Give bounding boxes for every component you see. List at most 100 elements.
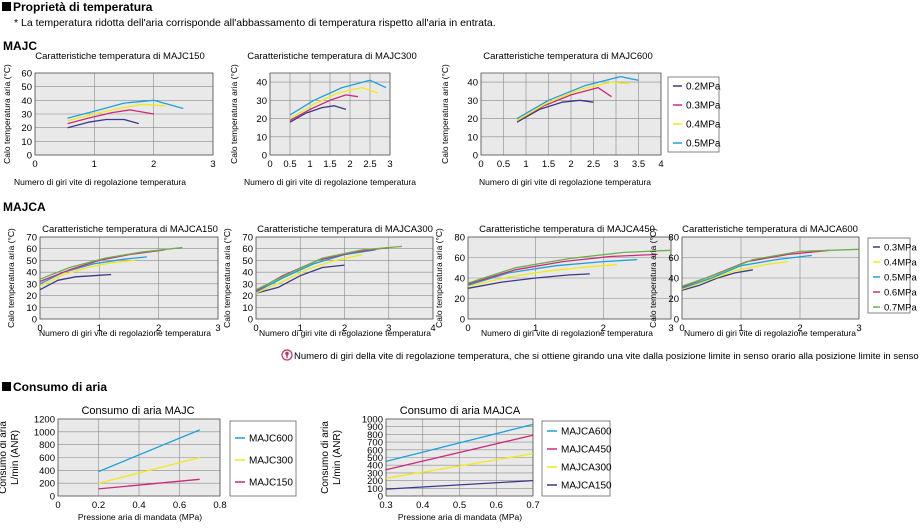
x-tick-label: 0.5 <box>497 159 510 170</box>
chart-majc600: 0 10 20 30 40 0 0.5 1 1.5 2 2.5 3 3.5 4 Caratteristich… <box>440 51 664 187</box>
series-line-0.3mpa <box>681 269 753 291</box>
y-tick-label: 0 <box>460 315 465 326</box>
series-line-0.5mpa <box>289 79 387 116</box>
section2-title: Consumo di aria <box>13 380 107 394</box>
series-line-0.3mpa <box>67 109 154 125</box>
y-tick-label: 10 <box>21 137 32 148</box>
series-line-0.6mpa <box>39 249 165 283</box>
chart-title: Caratteristiche temperatura di MAJCA150 <box>42 224 218 235</box>
y-tick-label: 30 <box>242 279 253 290</box>
y-axis-label: Calo temperatura aria (°C) <box>229 64 239 164</box>
y-axis-label: Consumo di aria <box>0 421 9 494</box>
section-bullet <box>2 382 11 391</box>
legend-entry: 0.2MPa <box>686 82 721 93</box>
x-tick-label: 0.2 <box>92 500 105 511</box>
y-tick-label: 40 <box>21 96 32 107</box>
group-label-majc: MAJC <box>3 39 37 53</box>
series-line-0.4mpa <box>289 86 379 120</box>
y-tick-label: 40 <box>26 268 37 279</box>
x-axis-label: Pressione aria di mandata (MPa) <box>398 512 522 522</box>
legend-entry: 0.3MPa <box>884 243 917 254</box>
y-tick-label: 10 <box>242 303 253 314</box>
series-line-0.3mpa <box>289 94 359 121</box>
legend-entry: MAJC150 <box>249 478 293 489</box>
series-line-majca300 <box>385 452 534 479</box>
x-axis-label: Numero di giri vite di regolazione tempe… <box>479 177 651 187</box>
x-tick-label: 2 <box>156 323 161 334</box>
y-tick-label: 50 <box>26 256 37 267</box>
y-tick-label: 400 <box>39 466 55 477</box>
x-tick-label: 0.8 <box>213 500 226 511</box>
section-bullet <box>2 2 11 11</box>
x-tick-label: 0 <box>465 323 470 334</box>
x-tick-label: 2 <box>797 323 802 334</box>
x-tick-label: 4 <box>430 323 435 334</box>
series-line-0.7mpa <box>39 246 183 280</box>
y-tick-label: 800 <box>367 430 383 441</box>
x-tick-label: 4 <box>658 159 663 170</box>
x-axis-label: Numero di giri vite di regolazione tempe… <box>481 328 653 338</box>
y-tick-label: 1000 <box>34 427 55 438</box>
x-tick-label: 1 <box>97 323 102 334</box>
series-line-0.7mpa <box>255 245 403 291</box>
y-tick-label: 20 <box>26 291 37 302</box>
legend-entry: 0.5MPa <box>686 139 721 150</box>
chart-title: Consumo di aria MAJC <box>81 405 194 417</box>
y-tick-label: 100 <box>367 484 383 495</box>
x-tick-label: 3 <box>215 323 220 334</box>
y-tick-label: 10 <box>467 132 478 143</box>
legend-majca: 0.3MPa 0.4MPa 0.5MPa 0.6MPa 0.7MPa <box>867 237 917 314</box>
series-line-0.5mpa <box>39 256 147 285</box>
x-tick-label: 1 <box>307 159 312 170</box>
x-tick-label: 0.7 <box>526 500 539 511</box>
y-axis-label: Calo temperatura aria (°C) <box>648 228 658 328</box>
info-circle-icon <box>281 349 293 361</box>
x-tick-label: 3 <box>613 159 618 170</box>
y-tick-label: 900 <box>367 422 383 433</box>
section1-note: * La temperatura ridotta dell'aria corri… <box>14 17 496 29</box>
series-line-0.5mpa <box>681 254 812 289</box>
x-tick-label: 0.6 <box>173 500 186 511</box>
x-tick-label: 3 <box>856 323 861 334</box>
y-tick-label: 0 <box>674 315 679 326</box>
y-tick-label: 0 <box>27 151 32 162</box>
series-line-0.5mpa <box>467 258 638 286</box>
series-line-0.6mpa <box>467 253 658 285</box>
y-tick-label: 1000 <box>362 415 383 426</box>
x-tick-label: 1 <box>533 323 538 334</box>
footnote-text: Numero di giri della vite di regolazione… <box>294 351 921 362</box>
y-tick-label: 0 <box>378 492 383 503</box>
x-tick-label: 3.5 <box>632 159 645 170</box>
y-tick-label: 0 <box>473 151 478 162</box>
chart-title: Caratteristiche temperatura di MAJC300 <box>247 51 417 62</box>
x-tick-label: 3 <box>210 159 215 170</box>
series-line-0.4mpa <box>467 264 617 287</box>
x-tick-label: 0.5 <box>453 500 466 511</box>
x-tick-label: 2 <box>601 323 606 334</box>
y-tick-label: 0 <box>50 492 55 503</box>
y-tick-label: 300 <box>367 468 383 479</box>
y-tick-label: 0 <box>262 151 267 162</box>
x-tick-label: 0.4 <box>416 500 429 511</box>
series-line-0.2mpa <box>289 105 347 123</box>
y-axis-label-unit: L/min (ANR) <box>332 430 343 485</box>
series-line-majc300 <box>98 456 200 484</box>
y-tick-label: 60 <box>668 253 679 264</box>
x-tick-label: 1.5 <box>323 159 336 170</box>
y-tick-label: 20 <box>668 294 679 305</box>
plot-frame <box>57 418 221 497</box>
y-tick-label: 60 <box>26 244 37 255</box>
y-tick-label: 600 <box>367 445 383 456</box>
x-tick-label: 0 <box>55 500 60 511</box>
chart-title: Caratteristiche temperatura di MAJCA600 <box>682 224 858 235</box>
y-tick-label: 30 <box>256 96 267 107</box>
x-axis-label: Numero di giri vite di regolazione tempe… <box>684 328 856 338</box>
x-tick-label: 3 <box>386 323 391 334</box>
y-tick-label: 10 <box>256 132 267 143</box>
series-line-0.4mpa <box>255 253 363 294</box>
y-tick-label: 20 <box>256 114 267 125</box>
x-tick-label: 3 <box>668 323 673 334</box>
y-tick-label: 0 <box>32 315 37 326</box>
